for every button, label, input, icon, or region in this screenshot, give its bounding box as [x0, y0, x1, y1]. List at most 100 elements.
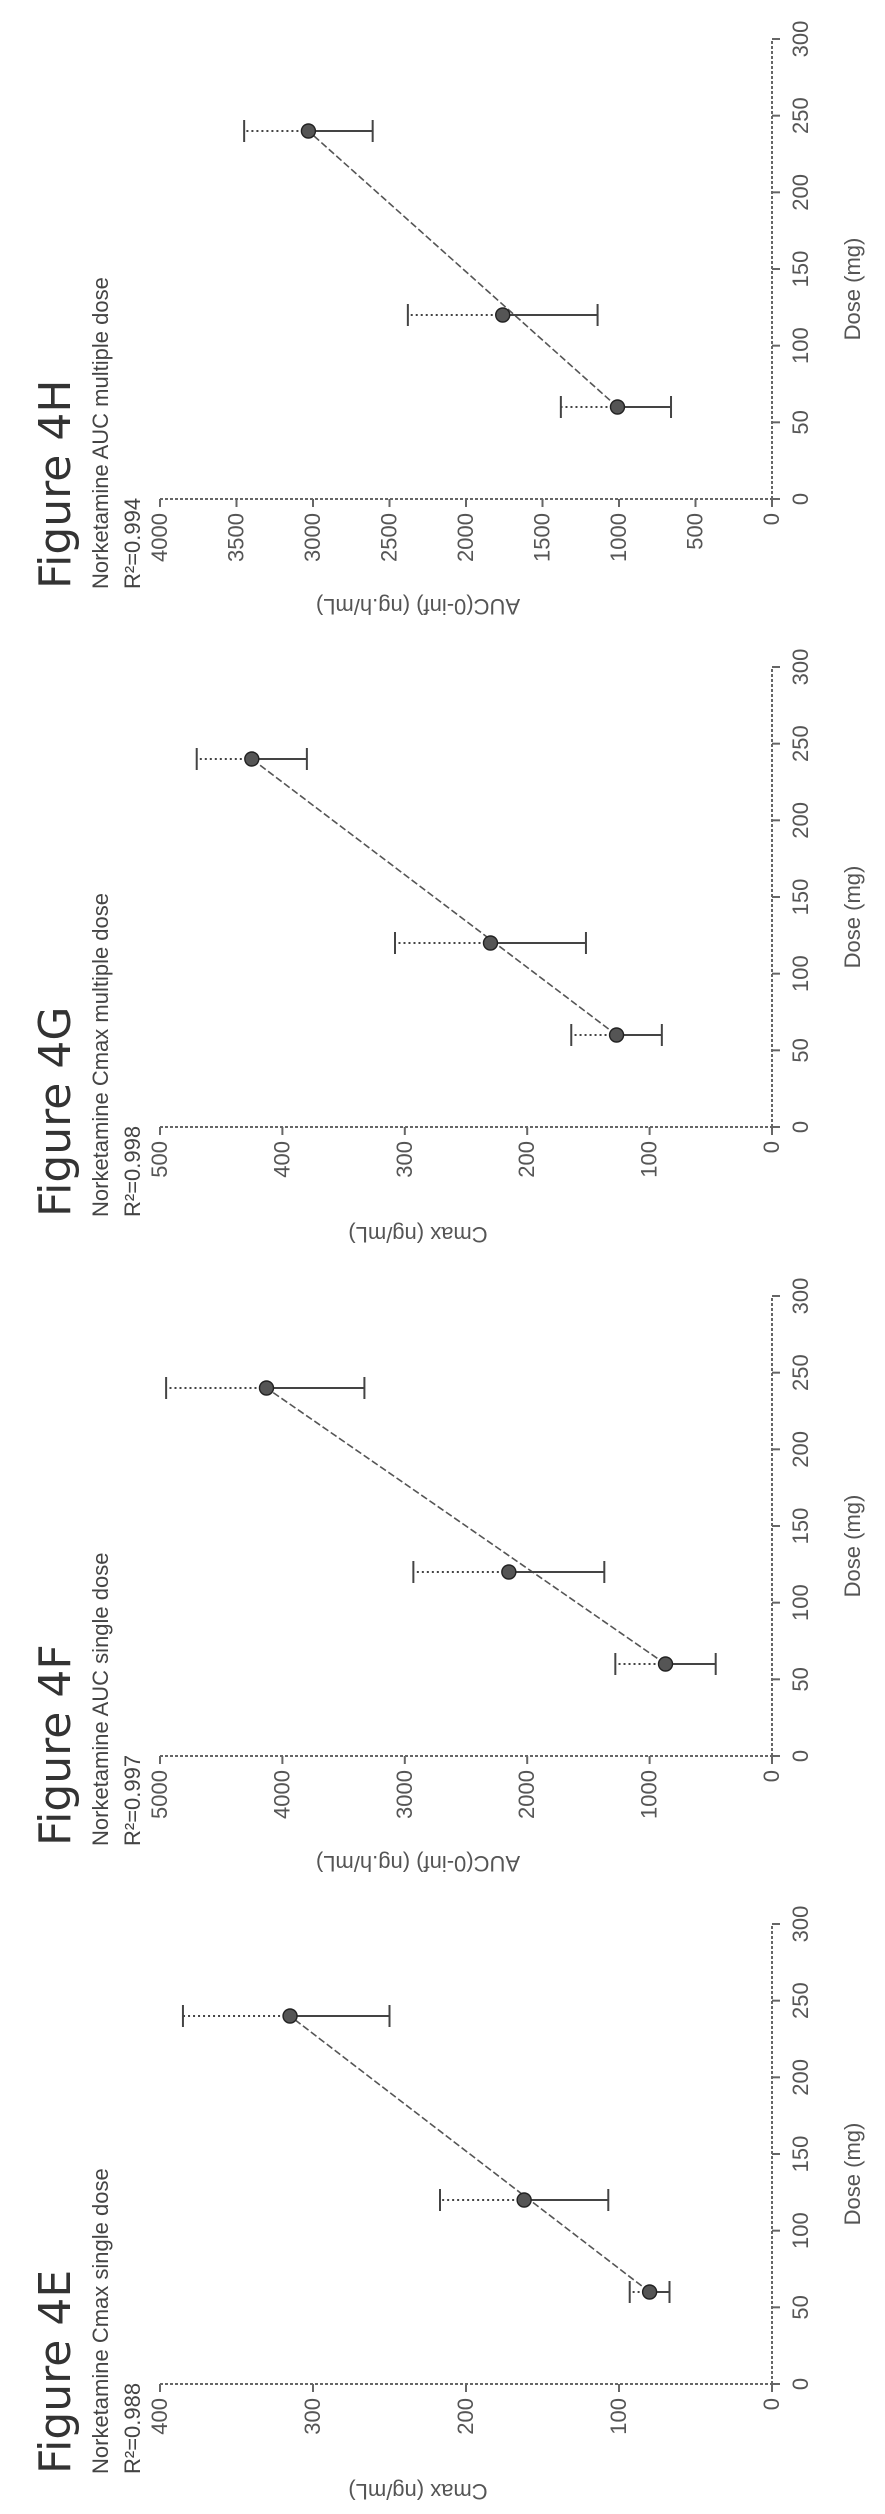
- x-tick-label: 0: [788, 1121, 813, 1133]
- x-tick-label: 150: [788, 1508, 813, 1545]
- chart-subtitle: Norketamine Cmax multiple dose: [88, 893, 113, 1217]
- chart-title: Figure 4H: [30, 380, 81, 589]
- y-tick-label: 100: [637, 1141, 662, 1178]
- x-tick-label: 250: [788, 1982, 813, 2019]
- x-tick-label: 150: [788, 2136, 813, 2173]
- chart-title: Figure 4G: [30, 1007, 81, 1217]
- x-tick-label: 150: [788, 879, 813, 916]
- fit-line: [251, 758, 618, 1036]
- chart-panel-4g: Figure 4G Norketamine Cmax multiple dose…: [0, 629, 885, 1257]
- x-tick-label: 200: [788, 1431, 813, 1468]
- y-axis-label: AUC(0-inf) (ng.h/mL): [316, 594, 520, 619]
- y-tick-label: 3000: [392, 1770, 417, 1819]
- r-squared-label: R²=0.994: [120, 498, 145, 589]
- x-tick-label: 200: [788, 174, 813, 211]
- data-point: [608, 1027, 625, 1043]
- chart-4g: Figure 4G Norketamine Cmax multiple dose…: [30, 649, 865, 1247]
- data-point: [300, 123, 317, 139]
- fit-line: [289, 2015, 651, 2293]
- y-tick-label: 4000: [269, 1770, 294, 1819]
- y-tick-label: 1000: [606, 513, 631, 562]
- chart-panel-4h: Figure 4H Norketamine AUC multiple dose …: [0, 1, 885, 629]
- y-tick-label: 3000: [300, 513, 325, 562]
- chart-4f: Figure 4F Norketamine AUC single dose R²…: [30, 1278, 865, 1876]
- x-tick-label: 50: [788, 1667, 813, 1691]
- plot-area: 0 1000 2000 3000 4000 5000 0 50 100 150 200 250 300: [147, 1278, 813, 1819]
- y-tick-label: 400: [269, 1141, 294, 1178]
- chart-4e: Figure 4E Norketamine Cmax single dose R…: [30, 1906, 865, 2504]
- x-tick-label: 150: [788, 251, 813, 288]
- data-point: [657, 1656, 674, 1672]
- x-tick-label: 50: [788, 2295, 813, 2319]
- x-tick-label: 250: [788, 725, 813, 762]
- y-tick-label: 300: [300, 2398, 325, 2435]
- y-tick-label: 400: [147, 2398, 172, 2435]
- r-squared-label: R²=0.998: [120, 1126, 145, 1217]
- data-point: [495, 307, 511, 323]
- y-axis-label: AUC(0-inf) (ng.h/mL): [316, 1851, 520, 1876]
- x-tick-label: 300: [788, 21, 813, 58]
- y-tick-label: 2500: [377, 513, 402, 562]
- fit-line: [266, 1387, 666, 1665]
- data-point: [482, 935, 499, 951]
- plot-area: 0 100 200 300 400 0 50 100 150 200 250 300: [147, 1906, 813, 2435]
- x-tick-label: 100: [788, 327, 813, 364]
- y-tick-label: 200: [514, 1141, 539, 1178]
- data-point: [258, 1380, 275, 1396]
- x-tick-label: 200: [788, 2059, 813, 2096]
- x-tick-label: 300: [788, 1906, 813, 1943]
- fit-line: [307, 130, 619, 408]
- chart-subtitle: Norketamine AUC multiple dose: [88, 277, 113, 589]
- plot-area: 0 100 200 300 400 500 0 50 100 150 200 250 300: [147, 649, 813, 1178]
- y-tick-label: 100: [606, 2398, 631, 2435]
- data-point: [244, 751, 260, 767]
- x-tick-label: 100: [788, 955, 813, 992]
- x-tick-label: 50: [788, 410, 813, 434]
- y-tick-label: 0: [759, 513, 784, 525]
- r-squared-label: R²=0.988: [120, 2383, 145, 2474]
- y-axis-label: Cmax (ng/mL): [348, 1222, 487, 1247]
- y-tick-label: 200: [453, 2398, 478, 2435]
- chart-title: Figure 4F: [30, 1644, 81, 1846]
- y-tick-label: 5000: [147, 1770, 172, 1819]
- data-point: [516, 2192, 532, 2208]
- y-tick-label: 4000: [147, 513, 172, 562]
- y-tick-label: 3500: [224, 513, 249, 562]
- x-tick-label: 100: [788, 2212, 813, 2249]
- x-tick-label: 0: [788, 1750, 813, 1762]
- y-tick-label: 2000: [453, 513, 478, 562]
- x-tick-label: 50: [788, 1038, 813, 1062]
- x-tick-label: 100: [788, 1584, 813, 1621]
- data-point: [282, 2008, 298, 2024]
- chart-subtitle: Norketamine Cmax single dose: [88, 2168, 113, 2474]
- x-tick-label: 250: [788, 97, 813, 134]
- x-tick-label: 200: [788, 802, 813, 839]
- plot-area: 0 500 1000 1500 2000 2500 3000 3500 4000 0 50 100 15…: [147, 21, 813, 562]
- chart-4h: Figure 4H Norketamine AUC multiple dose …: [30, 21, 865, 619]
- data-point: [501, 1564, 517, 1580]
- x-tick-label: 0: [788, 493, 813, 505]
- x-tick-label: 300: [788, 649, 813, 686]
- chart-panel-4f: Figure 4F Norketamine AUC single dose R²…: [0, 1258, 885, 1886]
- y-tick-label: 1500: [530, 513, 555, 562]
- data-point: [609, 399, 626, 415]
- y-tick-label: 0: [759, 1141, 784, 1153]
- y-tick-label: 0: [759, 2398, 784, 2410]
- y-tick-label: 500: [147, 1141, 172, 1178]
- x-axis-label: Dose (mg): [840, 866, 865, 969]
- chart-title: Figure 4E: [30, 2270, 81, 2474]
- chart-subtitle: Norketamine AUC single dose: [88, 1553, 113, 1846]
- x-axis-label: Dose (mg): [840, 1495, 865, 1598]
- y-tick-label: 2000: [514, 1770, 539, 1819]
- x-tick-label: 300: [788, 1278, 813, 1315]
- data-point: [641, 2284, 658, 2300]
- x-tick-label: 250: [788, 1354, 813, 1391]
- x-axis-label: Dose (mg): [840, 2123, 865, 2226]
- x-tick-label: 0: [788, 2378, 813, 2390]
- y-tick-label: 1000: [637, 1770, 662, 1819]
- chart-panel-4e: Figure 4E Norketamine Cmax single dose R…: [0, 1886, 885, 2514]
- r-squared-label: R²=0.997: [120, 1755, 145, 1846]
- y-axis-label: Cmax (ng/mL): [348, 2479, 487, 2504]
- y-tick-label: 500: [683, 513, 708, 550]
